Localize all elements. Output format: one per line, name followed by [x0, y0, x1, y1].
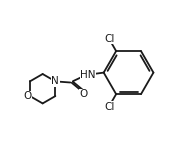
Text: HN: HN — [80, 70, 96, 80]
Text: O: O — [80, 89, 88, 99]
Text: O: O — [23, 91, 32, 101]
Text: Cl: Cl — [105, 34, 115, 44]
Text: N: N — [51, 76, 59, 86]
Text: Cl: Cl — [105, 102, 115, 112]
